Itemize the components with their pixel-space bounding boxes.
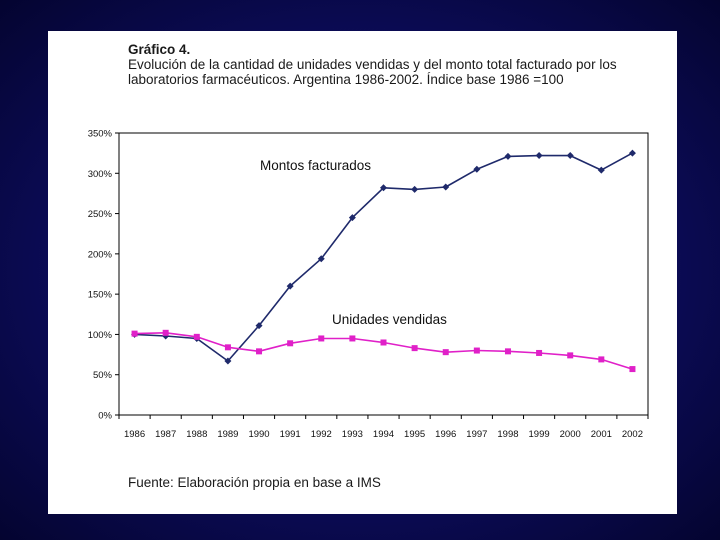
data-point-unidades (256, 348, 263, 355)
data-point-montos (442, 183, 450, 191)
y-tick-label: 0% (98, 411, 112, 422)
x-tick-label: 1986 (124, 429, 145, 440)
data-point-montos (224, 357, 232, 365)
data-point-unidades (131, 330, 138, 337)
data-point-unidades (629, 366, 636, 373)
data-point-montos (566, 152, 574, 160)
plot-area-border (118, 132, 649, 416)
y-tick-label: 50% (93, 370, 113, 381)
data-point-unidades (349, 335, 356, 342)
data-point-montos (255, 322, 263, 330)
x-tick-label: 2001 (591, 429, 612, 440)
series-line-unidades (134, 331, 633, 370)
x-tick-label: 1991 (280, 429, 301, 440)
x-tick-label: 1987 (155, 429, 176, 440)
data-point-unidades (162, 329, 169, 336)
data-point-unidades (287, 340, 294, 347)
x-tick-label: 1995 (404, 429, 425, 440)
x-tick-label: 1992 (311, 429, 332, 440)
x-tick-label: 1999 (529, 429, 550, 440)
x-tick-label: 1997 (466, 429, 487, 440)
line-chart: 0% 50% 100% 150% 200% 250% 300% 350% 1986 1987 198… (88, 129, 649, 440)
y-tick-label: 150% (88, 290, 113, 301)
y-tick-label: 350% (88, 129, 113, 140)
slide-panel: Gráfico 4. Evolución de la cantidad de u… (48, 31, 677, 514)
data-point-montos (628, 149, 636, 157)
data-point-montos (535, 152, 543, 160)
data-point-unidades (598, 356, 605, 363)
data-point-unidades (411, 345, 418, 352)
series-annotation-montos: Montos facturados (260, 158, 371, 173)
data-point-montos (473, 165, 481, 173)
data-point-unidades (442, 349, 449, 356)
data-point-unidades (318, 335, 325, 342)
x-tick-label: 2002 (622, 429, 643, 440)
chart-heading: Gráfico 4. (128, 42, 191, 57)
chart-subtitle: Evolución de la cantidad de unidades ven… (128, 57, 617, 87)
data-point-montos (411, 185, 419, 193)
y-tick-label: 100% (88, 330, 113, 341)
x-tick-label: 1994 (373, 429, 394, 440)
data-point-unidades (380, 339, 387, 346)
x-tick-label: 1993 (342, 429, 363, 440)
y-tick-label: 300% (88, 169, 113, 180)
data-point-montos (380, 184, 387, 192)
x-tick-label: 2000 (560, 429, 581, 440)
chart-title-block: Gráfico 4. Evolución de la cantidad de u… (128, 42, 658, 87)
data-point-montos (597, 166, 605, 174)
x-tick-label: 1996 (435, 429, 456, 440)
y-tick-label: 250% (88, 209, 113, 220)
data-point-unidades (536, 349, 543, 356)
data-point-montos (286, 282, 294, 290)
y-tick-label: 200% (88, 249, 113, 260)
x-tick-label: 1988 (186, 429, 207, 440)
series-line-montos (134, 152, 633, 362)
source-footer: Fuente: Elaboración propia en base a IMS (128, 475, 381, 490)
x-tick-label: 1989 (217, 429, 238, 440)
x-tick-label: 1998 (497, 429, 518, 440)
series-annotation-unidades: Unidades vendidas (332, 312, 447, 327)
data-point-unidades (504, 348, 511, 355)
data-point-unidades (567, 352, 574, 359)
x-tick-label: 1990 (248, 429, 269, 440)
data-point-unidades (224, 344, 231, 351)
data-point-unidades (473, 347, 480, 354)
data-point-montos (504, 152, 512, 160)
data-point-montos (348, 214, 356, 222)
data-point-unidades (193, 333, 200, 340)
